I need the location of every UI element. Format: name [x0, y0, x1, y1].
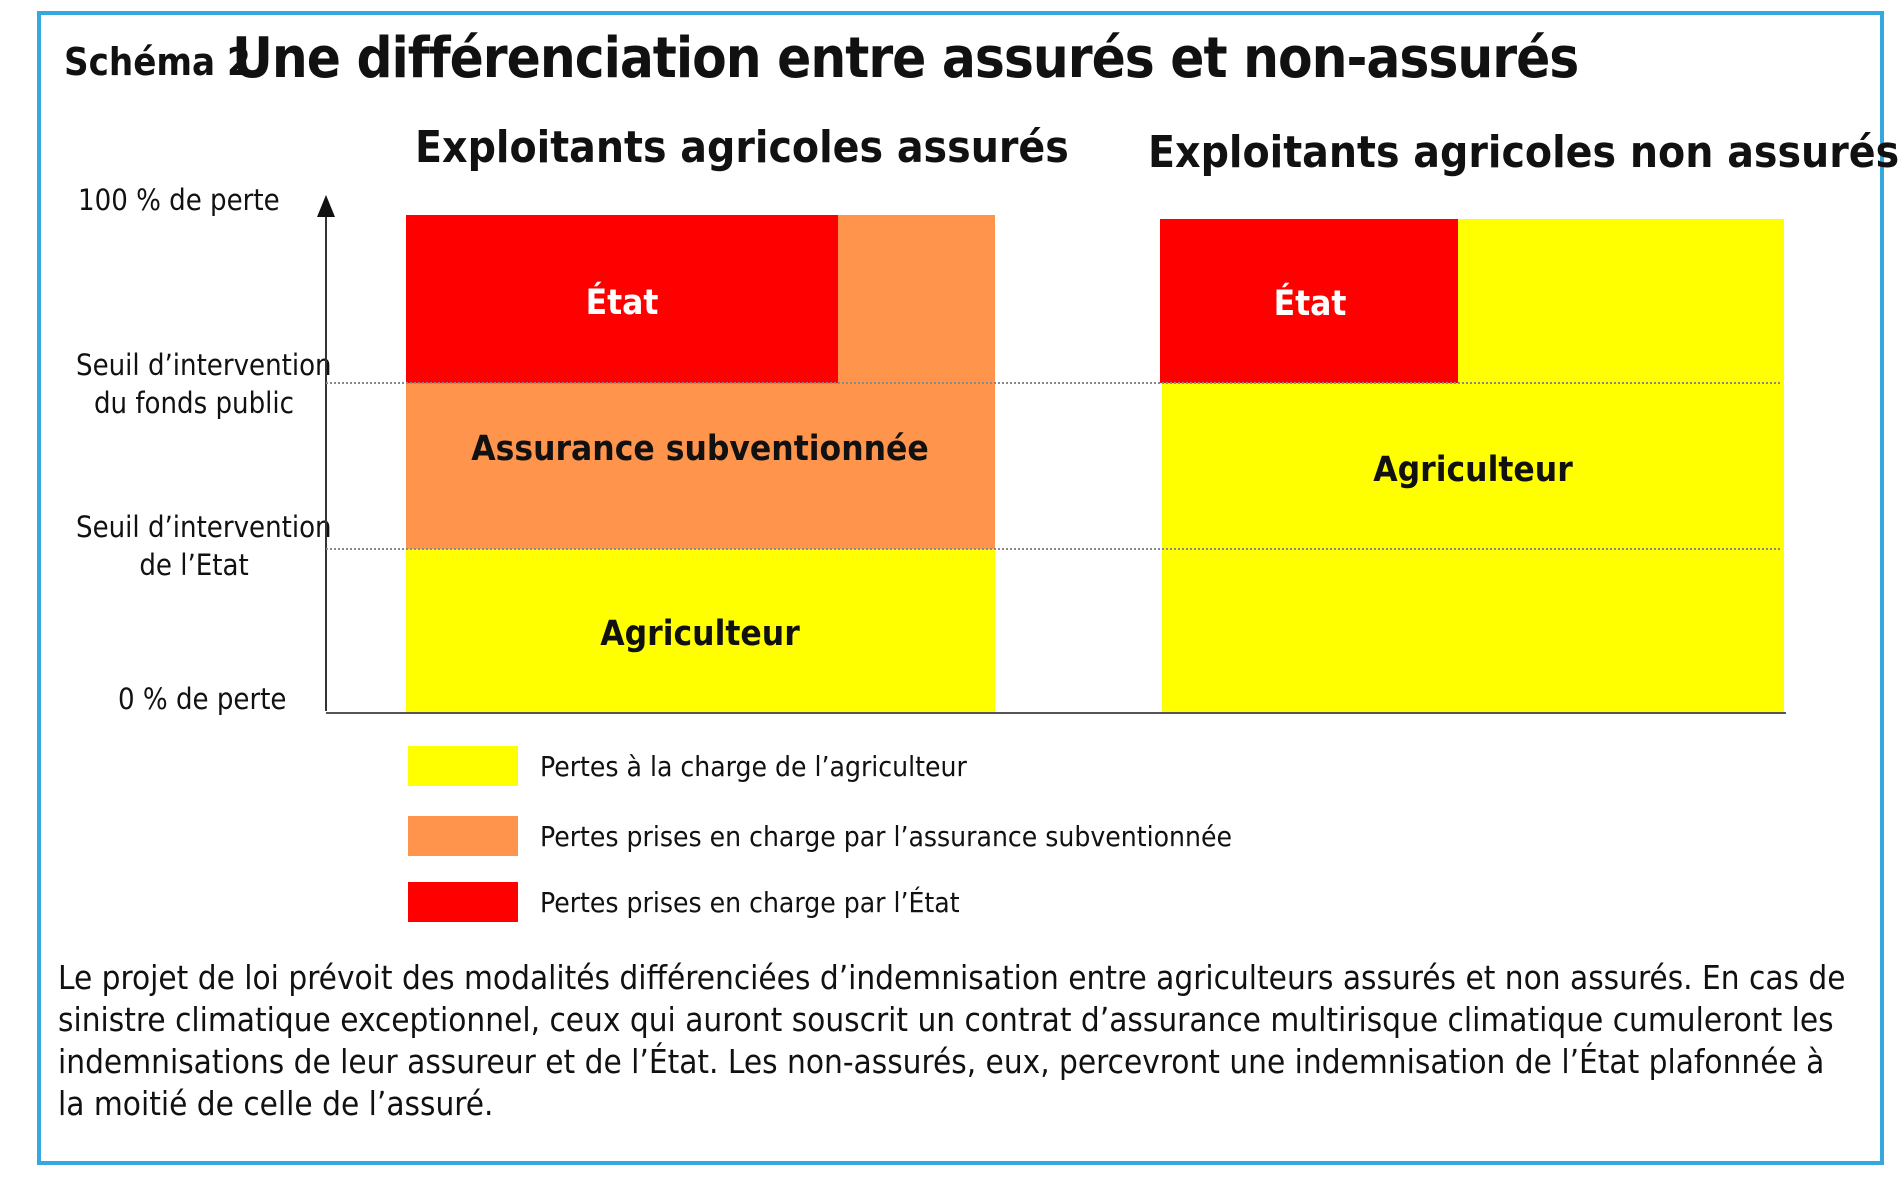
figure-number: Schéma 2 — [64, 40, 251, 84]
legend-item-agriculteur: Pertes à la charge de l’agriculteur — [408, 746, 967, 786]
figure-title: Une différenciation entre assurés et non… — [232, 26, 1579, 91]
legend-item-assurance: Pertes prises en charge par l’assurance … — [408, 816, 1232, 856]
legend-label: Pertes à la charge de l’agriculteur — [540, 749, 967, 783]
seuil-etat-line — [326, 548, 1780, 550]
y-axis — [317, 195, 335, 711]
non-assures-etat-label: État — [1273, 284, 1347, 324]
assures-etat-label: État — [585, 283, 659, 323]
panel-title-non-assures: Exploitants agricoles non assurés — [1148, 127, 1900, 178]
axis-label-seuil-fonds: Seuil d’intervention du fonds public — [76, 348, 332, 420]
y-axis-arrow-icon — [317, 195, 335, 217]
seuil-fonds-public-line — [326, 382, 1780, 384]
figure-frame — [37, 11, 1884, 1165]
panel-title-assures: Exploitants agricoles assurés — [415, 122, 1069, 173]
non-assures-top-block — [1458, 219, 1784, 383]
legend-label: Pertes prises en charge par l’assurance … — [540, 819, 1232, 853]
legend-swatch-red — [408, 882, 518, 922]
legend-swatch-yellow — [408, 746, 518, 786]
non-assures-etat-block — [1160, 219, 1458, 383]
assures-assurance-top-block — [838, 215, 995, 383]
assures-assurance-label: Assurance subventionnée — [471, 429, 929, 469]
assures-agriculteur-block — [406, 549, 995, 712]
legend-swatch-orange — [408, 816, 518, 856]
non-assures-agriculteur-block — [1162, 383, 1784, 712]
x-axis-baseline — [326, 712, 1786, 714]
figure-caption: Le projet de loi prévoit des modalités d… — [58, 958, 1846, 1123]
assures-agriculteur-label: Agriculteur — [600, 614, 800, 654]
assures-assurance-block — [406, 383, 995, 549]
assures-etat-block — [406, 215, 838, 383]
axis-label-0: 0 % de perte — [118, 682, 287, 716]
axis-label-100: 100 % de perte — [78, 183, 280, 217]
axis-label-seuil-etat: Seuil d’intervention de l’Etat — [76, 510, 332, 582]
non-assures-agriculteur-label: Agriculteur — [1373, 450, 1573, 490]
legend-item-etat: Pertes prises en charge par l’État — [408, 882, 960, 922]
legend-label: Pertes prises en charge par l’État — [540, 885, 960, 919]
